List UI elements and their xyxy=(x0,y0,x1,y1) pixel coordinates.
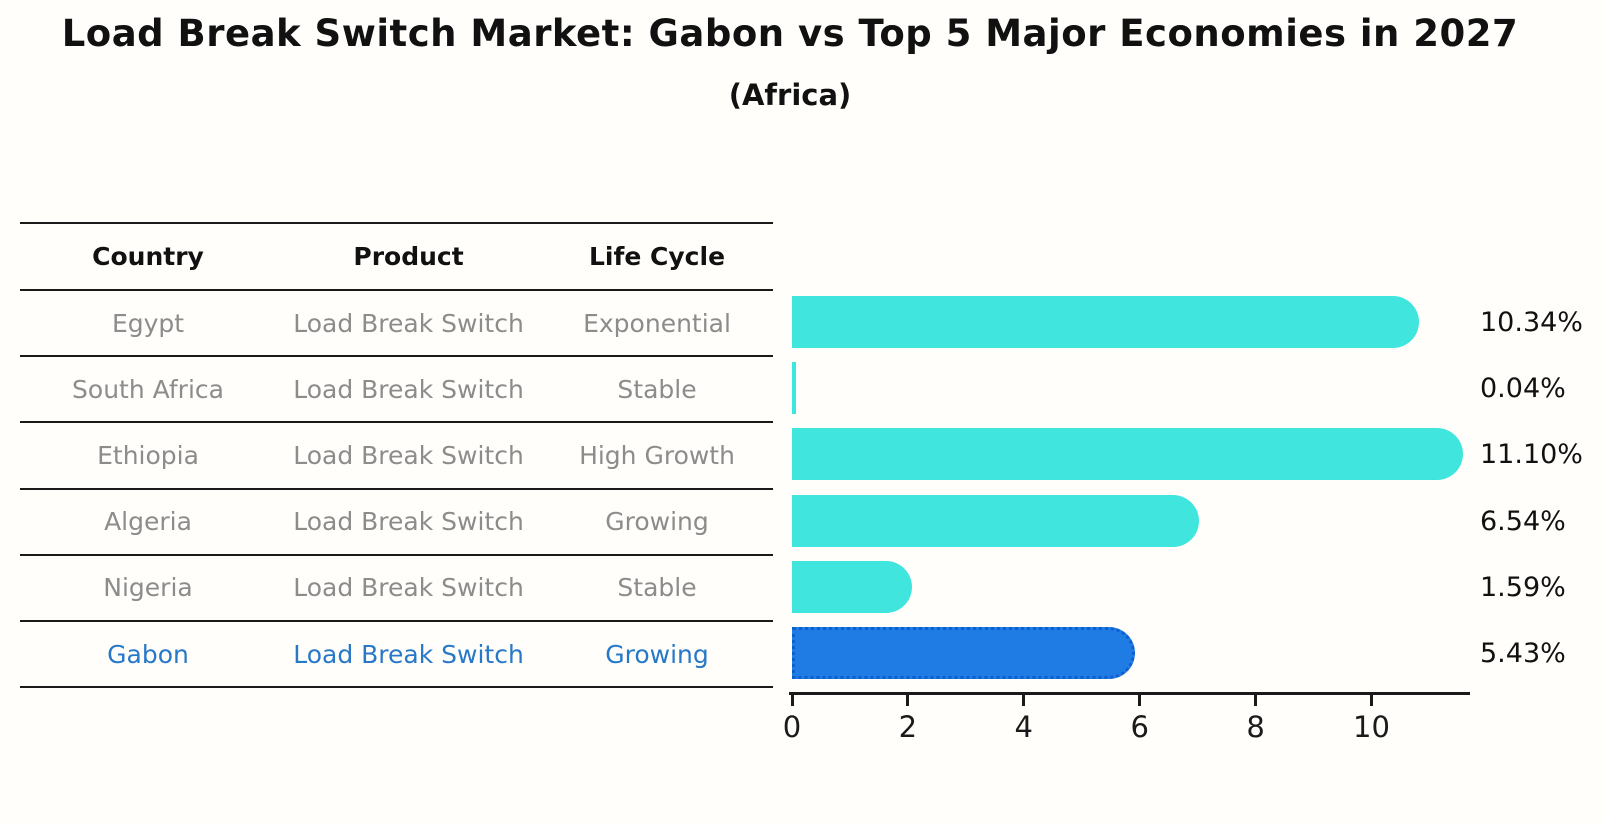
bar-gabon xyxy=(792,627,1135,679)
bar-egypt xyxy=(792,296,1420,348)
bar-value-label: 0.04% xyxy=(1480,373,1566,405)
chart-title: Load Break Switch Market: Gabon vs Top 5… xyxy=(61,12,1519,55)
bar-nigeria xyxy=(792,560,913,613)
x-axis-spine xyxy=(789,692,1470,695)
x-tick-mark xyxy=(1254,695,1258,706)
x-tick-label: 4 xyxy=(1014,710,1033,744)
table-row-nigeria: Nigeria Load Break Switch Stable xyxy=(20,556,773,622)
cell-country: Nigeria xyxy=(103,573,193,603)
cell-product: Load Break Switch xyxy=(293,507,524,537)
bar-algeria xyxy=(792,494,1199,547)
x-tick-label: 2 xyxy=(898,710,918,744)
cell-product: Load Break Switch xyxy=(293,440,524,470)
bar-south-africa xyxy=(792,362,796,415)
chart-subtitle: (Africa) xyxy=(728,78,852,112)
bar-value-label: 11.10% xyxy=(1480,439,1583,471)
x-tick-mark xyxy=(1022,695,1026,706)
x-tick-label: 10 xyxy=(1353,710,1390,744)
x-tick-mark xyxy=(790,695,794,706)
cell-lifecycle: High Growth xyxy=(579,440,735,470)
cell-country: Ethiopia xyxy=(97,440,199,470)
cell-country: South Africa xyxy=(72,374,224,404)
table-row-algeria: Algeria Load Break Switch Growing xyxy=(20,490,773,556)
cell-lifecycle: Stable xyxy=(617,374,697,404)
cell-lifecycle: Growing xyxy=(605,639,709,669)
bar-value-label: 6.54% xyxy=(1480,505,1566,537)
cell-product: Load Break Switch xyxy=(293,573,524,603)
cell-country: Gabon xyxy=(107,639,189,669)
cell-product: Load Break Switch xyxy=(293,374,524,404)
cell-product: Load Break Switch xyxy=(293,308,524,338)
bar-value-label: 1.59% xyxy=(1480,571,1566,603)
table-row-gabon: Gabon Load Break Switch Growing xyxy=(20,622,773,689)
cell-lifecycle: Growing xyxy=(605,507,709,537)
bar-value-label: 10.34% xyxy=(1480,307,1583,338)
x-tick-mark xyxy=(1369,695,1373,706)
table-header-country: Country xyxy=(92,242,204,271)
cell-lifecycle: Exponential xyxy=(583,308,731,338)
cell-country: Algeria xyxy=(104,507,192,537)
bar-ethiopia xyxy=(792,428,1464,481)
x-tick-mark xyxy=(906,695,910,706)
x-tick-label: 6 xyxy=(1130,710,1149,744)
bar-value-label: 5.43% xyxy=(1480,638,1566,669)
cell-product: Load Break Switch xyxy=(293,639,524,669)
table-body: Egypt Load Break Switch Exponential South A… xyxy=(20,291,773,689)
table-row-south-africa: South Africa Load Break Switch Stable xyxy=(20,357,773,424)
x-tick-label: 8 xyxy=(1246,710,1265,744)
x-tick-mark xyxy=(1138,695,1142,706)
cell-country: Egypt xyxy=(111,308,185,338)
table-header-lifecycle: Life Cycle xyxy=(589,242,726,271)
table-row-ethiopia: Ethiopia Load Break Switch High Growth xyxy=(20,423,773,490)
table-row-egypt: Egypt Load Break Switch Exponential xyxy=(20,291,773,358)
country-table: Country Product Life Cycle Egypt Load Bre… xyxy=(20,222,773,689)
cell-lifecycle: Stable xyxy=(617,573,697,603)
table-header-row: Country Product Life Cycle xyxy=(20,222,773,291)
table-header-product: Product xyxy=(353,242,464,271)
x-tick-label: 0 xyxy=(782,710,802,744)
